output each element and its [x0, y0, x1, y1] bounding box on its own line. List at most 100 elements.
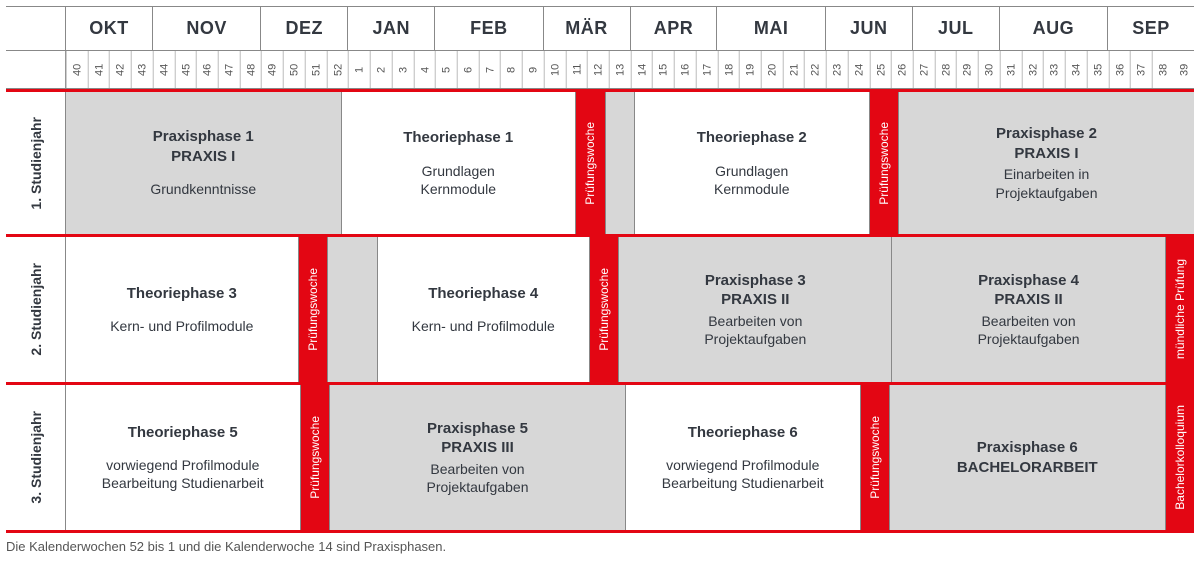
exam-phase: Prüfungswoche — [590, 237, 619, 382]
week-cell: 45 — [175, 51, 197, 88]
month-cell: JUN — [826, 7, 913, 50]
week-cell: 52 — [327, 51, 349, 88]
phase-description: Kern- und Profilmodule — [412, 317, 555, 335]
year-label-text: 2. Studienjahr — [28, 263, 44, 356]
week-cell: 10 — [544, 51, 566, 88]
month-label: AUG — [1033, 18, 1075, 39]
phases-wrap: Theoriephase 3Kern- und Profilmodule Prüf… — [66, 237, 1194, 382]
month-cell: MAI — [717, 7, 825, 50]
footnote: Die Kalenderwochen 52 bis 1 und die Kale… — [6, 539, 1194, 554]
week-cell: 16 — [674, 51, 696, 88]
exam-label: Prüfungswoche — [597, 268, 611, 351]
phase-title: Praxisphase 5 — [427, 419, 528, 439]
week-cell: 42 — [109, 51, 131, 88]
year-label: 3. Studienjahr — [6, 385, 66, 530]
week-cell: 36 — [1109, 51, 1131, 88]
phase-title: Praxisphase 6 — [977, 438, 1078, 458]
week-cell: 35 — [1087, 51, 1109, 88]
phase-title: Theoriephase 6 — [688, 423, 798, 443]
praxis-phase: Praxisphase 2PRAXIS IEinarbeiten inProje… — [899, 92, 1194, 234]
phase-description: vorwiegend ProfilmoduleBearbeitung Studi… — [662, 456, 824, 492]
month-label: FEB — [470, 18, 508, 39]
phase-subtitle: PRAXIS II — [994, 290, 1062, 310]
month-cell: OKT — [66, 7, 153, 50]
week-cell: 6 — [457, 51, 479, 88]
exam-label: Prüfungswoche — [868, 416, 882, 499]
exam-phase: mündliche Prüfung — [1166, 237, 1194, 382]
year-label-text: 3. Studienjahr — [28, 411, 44, 504]
week-cell: 20 — [761, 51, 783, 88]
week-cell: 17 — [696, 51, 718, 88]
exam-phase: Bachelorkolloquium — [1166, 385, 1195, 530]
week-cell: 24 — [848, 51, 870, 88]
week-cell: 25 — [870, 51, 892, 88]
phase-description: Bearbeiten vonProjektaufgaben — [978, 312, 1080, 348]
exam-phase: Prüfungswoche — [576, 92, 606, 234]
week-cell: 5 — [435, 51, 457, 88]
year-row: 2. Studienjahr Theoriephase 3Kern- und Pr… — [6, 237, 1194, 385]
week-cell: 21 — [783, 51, 805, 88]
phase-description: vorwiegend ProfilmoduleBearbeitung Studi… — [102, 456, 264, 492]
week-cell: 15 — [652, 51, 674, 88]
week-cell: 27 — [913, 51, 935, 88]
month-label: DEZ — [286, 18, 324, 39]
week-cell: 7 — [479, 51, 501, 88]
corner-cell — [6, 7, 66, 50]
week-cell: 1 — [348, 51, 370, 88]
week-cell: 14 — [631, 51, 653, 88]
month-label: SEP — [1132, 18, 1170, 39]
phase-subtitle: PRAXIS II — [721, 290, 789, 310]
praxis-phase: Praxisphase 4PRAXIS IIBearbeiten vonProj… — [892, 237, 1165, 382]
month-label: JAN — [372, 18, 410, 39]
week-cell: 49 — [261, 51, 283, 88]
theorie-phase: Theoriephase 3Kern- und Profilmodule — [66, 237, 299, 382]
month-label: JUN — [850, 18, 888, 39]
exam-label: Prüfungswoche — [308, 416, 322, 499]
phase-title: Theoriephase 5 — [128, 423, 238, 443]
week-cell: 26 — [891, 51, 913, 88]
week-cell: 34 — [1065, 51, 1087, 88]
month-cell: SEP — [1108, 7, 1194, 50]
week-cell: 30 — [978, 51, 1000, 88]
exam-phase: Prüfungswoche — [861, 385, 891, 530]
week-cell: 41 — [88, 51, 110, 88]
phase-title: Praxisphase 1 — [153, 127, 254, 147]
week-cell: 3 — [392, 51, 414, 88]
exam-label: Prüfungswoche — [306, 268, 320, 351]
week-cell: 19 — [739, 51, 761, 88]
week-cell: 18 — [718, 51, 740, 88]
phase-title: Praxisphase 3 — [705, 271, 806, 291]
month-label: APR — [654, 18, 694, 39]
month-cell: NOV — [153, 7, 261, 50]
month-cell: JUL — [913, 7, 1000, 50]
phase-description: GrundlagenKernmodule — [714, 162, 790, 198]
year-label-text: 1. Studienjahr — [28, 117, 44, 210]
week-cell: 46 — [196, 51, 218, 88]
phase-subtitle: PRAXIS I — [171, 147, 235, 167]
praxis-phase — [606, 92, 636, 234]
exam-phase: Prüfungswoche — [301, 385, 331, 530]
phase-description: Bearbeiten vonProjektaufgaben — [427, 460, 529, 496]
week-cell: 43 — [131, 51, 153, 88]
phase-subtitle: PRAXIS III — [441, 438, 514, 458]
praxis-phase: Praxisphase 6BACHELORARBEIT — [890, 385, 1166, 530]
corner-cell-weeks — [6, 51, 66, 88]
week-cell: 29 — [956, 51, 978, 88]
week-cell: 38 — [1152, 51, 1174, 88]
exam-label: mündliche Prüfung — [1173, 259, 1187, 359]
phase-title: Theoriephase 4 — [428, 284, 538, 304]
week-cell: 8 — [500, 51, 522, 88]
praxis-phase: Praxisphase 1PRAXIS IGrundkenntnisse — [66, 92, 342, 234]
exam-label: Bachelorkolloquium — [1173, 405, 1187, 510]
phase-description: Einarbeiten inProjektaufgaben — [996, 165, 1098, 201]
phase-description: Kern- und Profilmodule — [110, 317, 253, 335]
praxis-phase — [328, 237, 378, 382]
month-cell: JAN — [348, 7, 435, 50]
week-cell: 47 — [218, 51, 240, 88]
week-cell: 13 — [609, 51, 631, 88]
week-cell: 37 — [1130, 51, 1152, 88]
exam-phase: Prüfungswoche — [299, 237, 328, 382]
phase-title: Praxisphase 2 — [996, 124, 1097, 144]
week-cell: 31 — [1000, 51, 1022, 88]
phase-description: Bearbeiten vonProjektaufgaben — [704, 312, 806, 348]
